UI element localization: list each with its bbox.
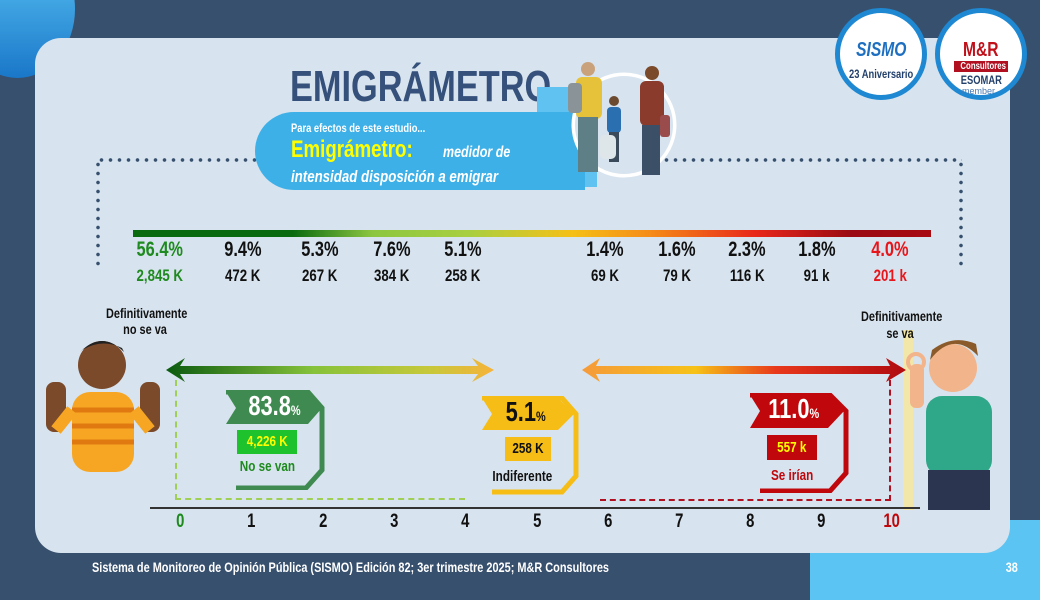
count-label-3: 384 K xyxy=(374,266,410,285)
dotted-frame xyxy=(590,158,962,162)
tick-label-9: 9 xyxy=(816,511,826,532)
decor-dots xyxy=(1018,110,1022,350)
footer-source: Sistema de Monitoreo de Opinión Pública … xyxy=(92,559,609,575)
pct-label-9: 1.8% xyxy=(798,238,836,261)
pct-label-4: 5.1% xyxy=(444,238,482,261)
person-se-va xyxy=(903,330,992,510)
left-end-label: Definitivamente no se va xyxy=(106,305,188,337)
count-label-9: 91 k xyxy=(804,266,830,285)
count-label-7: 79 K xyxy=(662,266,692,285)
count-label-6: 69 K xyxy=(590,266,620,285)
sismo-logo: SISMO 23 Aniversario xyxy=(835,8,927,100)
pct-label-1: 9.4% xyxy=(224,238,262,261)
dotted-frame xyxy=(97,158,292,162)
person-no-se-va xyxy=(46,341,160,472)
tick-label-3: 3 xyxy=(389,511,399,532)
tick-label-7: 7 xyxy=(674,511,684,532)
tick-label-8: 8 xyxy=(745,511,755,532)
green-arrow xyxy=(166,358,494,382)
pct-label-10: 4.0% xyxy=(871,238,909,261)
pct-label-8: 2.3% xyxy=(728,238,766,261)
group-label: No se van xyxy=(239,458,295,475)
intensity-gradient-bar xyxy=(133,230,931,237)
pct-label-7: 1.6% xyxy=(658,238,696,261)
decor-dots xyxy=(12,172,16,262)
tick-label-5: 5 xyxy=(532,511,542,532)
dotted-frame xyxy=(959,160,963,270)
mr-consultores-logo: M&R Consultores ESOMAR member xyxy=(935,8,1027,100)
count-label-4: 258 K xyxy=(445,266,481,285)
count-label-1: 472 K xyxy=(225,266,261,285)
pct-label-0: 56.4% xyxy=(136,238,184,261)
tick-label-4: 4 xyxy=(460,511,470,532)
group-pct: 83.8% xyxy=(247,390,301,421)
pct-label-2: 5.3% xyxy=(301,238,339,261)
count-label-2: 267 K xyxy=(302,266,338,285)
group-label: Indiferente xyxy=(492,468,552,485)
count-label-8: 116 K xyxy=(729,266,765,285)
group-no-se-van: 83.8% 4,226 K No se van xyxy=(226,390,326,490)
page-title: EMIGRÁMETRO xyxy=(290,62,552,111)
tick-label-0: 0 xyxy=(175,511,185,532)
pct-label-3: 7.6% xyxy=(373,238,411,261)
group-pct: 11.0% xyxy=(768,393,820,424)
pct-label-6: 1.4% xyxy=(586,238,624,261)
tick-label-6: 6 xyxy=(603,511,613,532)
tick-label-10: 10 xyxy=(883,511,901,532)
group-count: 4,226 K xyxy=(237,430,297,454)
se-irian-range xyxy=(600,380,891,501)
red-arrow xyxy=(582,358,906,382)
no-se-van-range xyxy=(175,380,465,500)
tick-label-2: 2 xyxy=(318,511,328,532)
group-indiferente: 5.1% 258 K Indiferente xyxy=(482,396,582,496)
group-pct: 5.1% xyxy=(505,396,547,427)
count-label-0: 2,845 K xyxy=(136,266,184,285)
group-count: 258 K xyxy=(505,437,551,461)
dotted-frame xyxy=(96,160,100,270)
group-label: Se irían xyxy=(770,467,814,484)
definition-box: Para efectos de este estudio... Emigráme… xyxy=(255,112,585,190)
count-label-10: 201 k xyxy=(873,266,907,285)
esomar-member: member xyxy=(962,86,996,96)
family-illustration xyxy=(568,62,677,178)
scale-axis xyxy=(150,507,920,509)
tick-label-1: 1 xyxy=(246,511,256,532)
right-end-label: Definitivamente se va xyxy=(861,308,943,341)
page-number: 38 xyxy=(1005,559,1019,575)
group-count: 557 k xyxy=(767,435,817,460)
group-se-irian: 11.0% 557 k Se irían xyxy=(750,393,850,493)
range-arrows xyxy=(166,358,906,382)
